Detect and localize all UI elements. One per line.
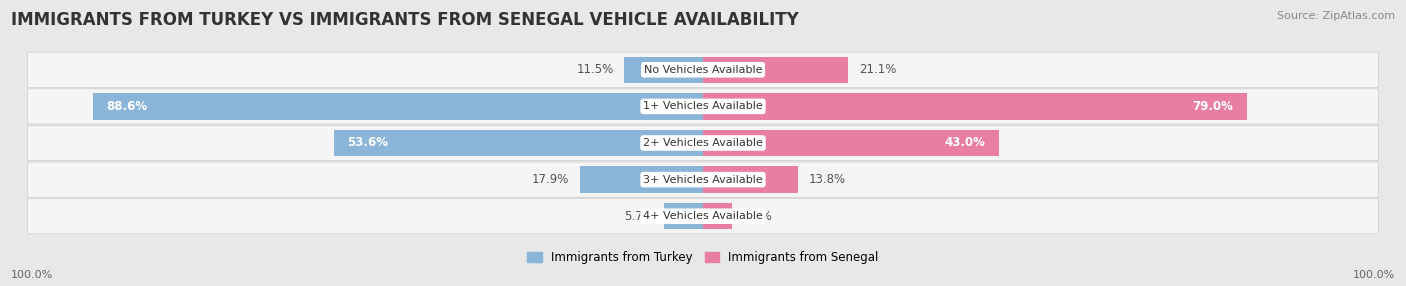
Bar bbox=[93, 93, 703, 120]
Text: 100.0%: 100.0% bbox=[1353, 270, 1395, 280]
Text: 1+ Vehicles Available: 1+ Vehicles Available bbox=[643, 102, 763, 111]
Text: 21.1%: 21.1% bbox=[859, 63, 896, 76]
Text: 13.8%: 13.8% bbox=[808, 173, 845, 186]
Bar bbox=[624, 57, 703, 83]
Bar bbox=[703, 93, 1247, 120]
Bar bbox=[703, 57, 848, 83]
FancyBboxPatch shape bbox=[28, 52, 1378, 87]
Text: 4+ Vehicles Available: 4+ Vehicles Available bbox=[643, 211, 763, 221]
Bar bbox=[664, 203, 703, 229]
Text: 79.0%: 79.0% bbox=[1192, 100, 1233, 113]
Bar bbox=[579, 166, 703, 193]
Text: Source: ZipAtlas.com: Source: ZipAtlas.com bbox=[1277, 11, 1395, 21]
FancyBboxPatch shape bbox=[28, 126, 1378, 160]
FancyBboxPatch shape bbox=[28, 199, 1378, 234]
Text: IMMIGRANTS FROM TURKEY VS IMMIGRANTS FROM SENEGAL VEHICLE AVAILABILITY: IMMIGRANTS FROM TURKEY VS IMMIGRANTS FRO… bbox=[11, 11, 799, 29]
Text: 3+ Vehicles Available: 3+ Vehicles Available bbox=[643, 175, 763, 184]
FancyBboxPatch shape bbox=[28, 89, 1378, 124]
Text: 4.2%: 4.2% bbox=[742, 210, 772, 223]
Legend: Immigrants from Turkey, Immigrants from Senegal: Immigrants from Turkey, Immigrants from … bbox=[523, 247, 883, 269]
Text: 53.6%: 53.6% bbox=[347, 136, 388, 150]
Text: 2+ Vehicles Available: 2+ Vehicles Available bbox=[643, 138, 763, 148]
Text: 5.7%: 5.7% bbox=[624, 210, 654, 223]
Bar bbox=[703, 130, 1000, 156]
Bar bbox=[703, 166, 799, 193]
Bar bbox=[333, 130, 703, 156]
Text: 88.6%: 88.6% bbox=[107, 100, 148, 113]
Text: 100.0%: 100.0% bbox=[11, 270, 53, 280]
FancyBboxPatch shape bbox=[28, 162, 1378, 197]
Text: No Vehicles Available: No Vehicles Available bbox=[644, 65, 762, 75]
Text: 17.9%: 17.9% bbox=[531, 173, 569, 186]
Text: 11.5%: 11.5% bbox=[576, 63, 613, 76]
Text: 43.0%: 43.0% bbox=[945, 136, 986, 150]
Bar bbox=[703, 203, 733, 229]
